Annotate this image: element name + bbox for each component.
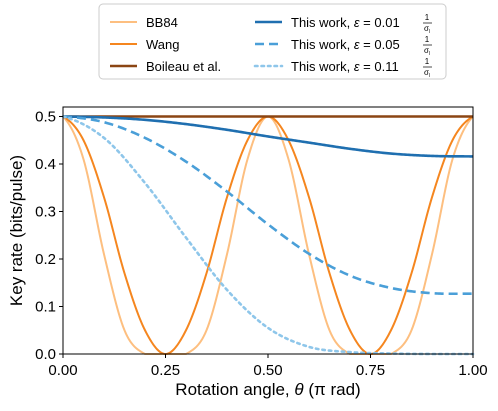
series-line-5 xyxy=(61,115,475,356)
legend-label-2: Boileau et al. xyxy=(146,59,221,74)
legend-frac-den-4: σ xyxy=(424,46,429,55)
plot-area xyxy=(61,115,475,356)
legend-label-1: Wang xyxy=(146,37,179,52)
series-line-3 xyxy=(62,115,474,158)
x-tick-label-0: 0.00 xyxy=(48,362,77,379)
series-line-0 xyxy=(62,115,474,355)
x-tick-label-3: 0.75 xyxy=(356,362,385,379)
series-line-4 xyxy=(62,115,474,296)
x-tick-label-1: 0.25 xyxy=(151,362,180,379)
y-tick-label-3: 0.3 xyxy=(35,204,56,221)
legend: BB84 Wang Boileau et al. This work, ε = 0.0… xyxy=(98,3,447,80)
y-axis-label: Key rate (bits/pulse) xyxy=(7,155,26,306)
y-tick-label-4: 0.4 xyxy=(35,156,56,173)
axes: 0.00 0.25 0.50 0.75 1.00 0.0 0.1 0.2 0.3 0.4 0.5 Ro… xyxy=(7,106,488,399)
x-tick-label-4: 1.00 xyxy=(458,362,487,379)
legend-frac-sub-4: l xyxy=(429,51,430,57)
plot-frame xyxy=(62,106,474,355)
legend-frac-num-5: 1 xyxy=(425,57,430,66)
legend-label-5: This work, ε = 0.11 xyxy=(291,59,399,74)
legend-frac-num-3: 1 xyxy=(425,13,430,22)
legend-frac-den-5: σ xyxy=(424,68,429,77)
y-tick-label-0: 0.0 xyxy=(35,346,56,363)
legend-frac-sub-3: l xyxy=(429,29,430,35)
x-tick-label-2: 0.50 xyxy=(253,362,282,379)
legend-label-3: This work, ε = 0.01 xyxy=(291,15,400,30)
legend-frac-den-3: σ xyxy=(424,24,429,33)
legend-label-0: BB84 xyxy=(146,15,178,30)
legend-frac-num-4: 1 xyxy=(425,35,430,44)
y-tick-label-1: 0.1 xyxy=(35,299,56,316)
y-tick-label-5: 0.5 xyxy=(35,109,56,126)
legend-frac-sub-5: l xyxy=(429,73,430,79)
legend-box xyxy=(98,3,447,80)
legend-label-4: This work, ε = 0.05 xyxy=(291,37,400,52)
series-line-1 xyxy=(62,115,474,356)
y-tick-label-2: 0.2 xyxy=(35,251,56,268)
x-axis-label: Rotation angle, θ (π rad) xyxy=(175,380,360,399)
